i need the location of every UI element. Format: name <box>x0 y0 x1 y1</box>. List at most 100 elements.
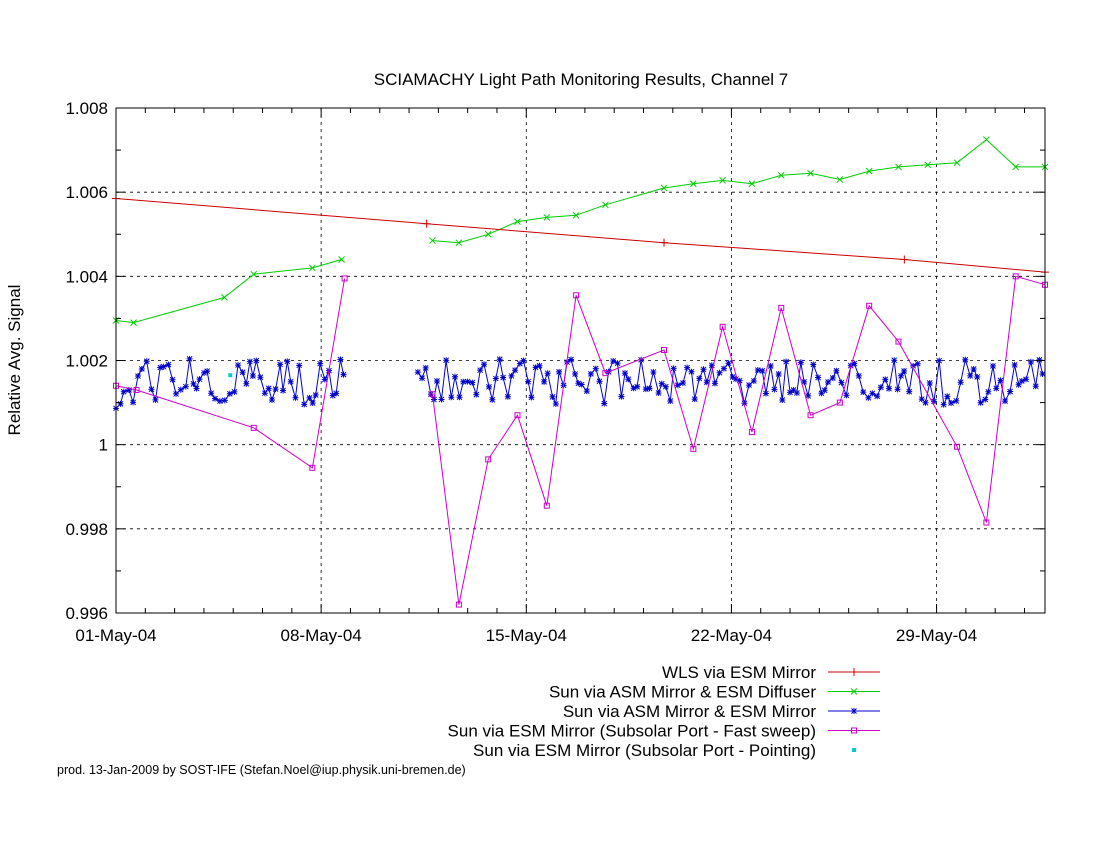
series-layer <box>112 136 1049 608</box>
series-0-point <box>422 219 431 228</box>
series-1-point <box>1012 163 1020 171</box>
series-2-point <box>485 383 492 390</box>
series-2-point <box>578 381 585 388</box>
series-2-point <box>771 386 778 393</box>
series-3-point <box>573 292 580 299</box>
series-2-point <box>797 359 804 366</box>
series-2-point <box>860 389 867 396</box>
series-2-point <box>464 378 471 385</box>
series-2-point <box>239 369 246 376</box>
series-2-point <box>287 378 294 385</box>
series-2-point <box>261 390 268 397</box>
series-3-point <box>690 445 697 452</box>
series-2-point <box>321 376 328 383</box>
series-1-point <box>572 211 580 219</box>
series-3-point <box>807 412 814 419</box>
legend-label: Sun via ASM Mirror & ESM Diffuser <box>549 683 816 702</box>
series-2-point <box>169 376 176 383</box>
series-2-point <box>894 386 901 393</box>
series-2-point <box>272 386 279 393</box>
series-2-point <box>333 390 340 397</box>
series-2-point <box>451 373 458 380</box>
series-2-point <box>419 375 426 382</box>
series-2-point <box>268 396 275 403</box>
legend-0-point <box>850 668 858 676</box>
series-2-point <box>592 365 599 372</box>
series-1-point <box>338 256 346 263</box>
series-2-point <box>301 401 308 408</box>
series-2-point <box>196 376 203 383</box>
series-2-point <box>767 362 774 369</box>
series-2-point <box>974 374 981 381</box>
legend-label: Sun via ESM Mirror (Subsolar Port - Fast… <box>448 722 816 741</box>
series-3-point <box>778 304 785 311</box>
series-1-point <box>250 270 258 278</box>
series-2-point <box>801 378 808 385</box>
series-2-point <box>596 378 603 385</box>
series-4 <box>228 373 233 378</box>
series-2-point <box>541 378 548 385</box>
series-2-point <box>317 360 324 367</box>
series-2-point <box>575 380 582 387</box>
series-3-point <box>455 601 462 608</box>
series-2-point <box>711 380 718 387</box>
series-2-point <box>898 372 905 379</box>
series-2-point <box>855 372 862 379</box>
series-2-point <box>157 364 164 371</box>
series-1-point <box>719 177 726 184</box>
series-2-point <box>201 369 208 376</box>
series-2-point <box>508 372 515 379</box>
series-2-point <box>549 393 556 400</box>
series-2-point <box>448 394 455 401</box>
series-3-point <box>983 519 990 526</box>
series-2-point <box>182 383 189 390</box>
series-2-point <box>117 400 124 407</box>
series-2-point <box>1027 358 1034 365</box>
series-2-point <box>528 394 535 401</box>
series-2-point <box>253 357 260 364</box>
series-3-point <box>719 323 726 330</box>
series-2-point <box>725 360 732 367</box>
series-1-point <box>748 180 756 188</box>
series-2-point <box>414 369 421 376</box>
series-2-point <box>977 399 984 406</box>
series-2-point <box>312 391 319 398</box>
series-2-point <box>1039 370 1046 377</box>
series-2-point <box>1032 383 1039 390</box>
series-2-point <box>280 387 287 394</box>
series-2-point <box>235 362 242 369</box>
series-2-point <box>1011 361 1018 368</box>
series-2-point <box>587 370 594 377</box>
y-axis-label: Relative Avg. Signal <box>5 285 24 436</box>
series-2-point <box>638 356 645 363</box>
series-2-point <box>614 360 621 367</box>
series-0 <box>112 194 1049 277</box>
series-2-point <box>257 374 264 381</box>
ticks: 0.996 0.998 1 1.002 1.004 1.006 1.008 01-May-04… <box>65 99 1045 645</box>
series-2-point <box>874 393 881 400</box>
series-2-point <box>306 394 313 401</box>
series-2-point <box>926 380 933 387</box>
series-2-point <box>674 382 681 389</box>
series-3-point <box>836 399 843 406</box>
series-2-point <box>931 398 938 405</box>
series-2-point <box>696 375 703 382</box>
series-2-point <box>982 396 989 403</box>
series-2-point <box>152 396 159 403</box>
series-1-point <box>455 239 463 247</box>
series-2-point <box>601 400 608 407</box>
series-2-point <box>885 385 892 392</box>
series-2-point <box>204 368 211 375</box>
series-2-point <box>754 367 761 374</box>
series-2-point <box>525 378 532 385</box>
series-2-point <box>512 367 519 374</box>
series-2-point <box>1018 378 1025 385</box>
series-2-point <box>177 386 184 393</box>
series-3 <box>113 273 1048 608</box>
legend-label: WLS via ESM Mirror <box>662 663 816 682</box>
series-1-point <box>953 159 961 167</box>
y-tick-label: 1 <box>99 436 108 455</box>
legend-label: Sun via ESM Mirror (Subsolar Port - Poin… <box>473 741 816 760</box>
series-2-point <box>265 385 272 392</box>
series-2-point <box>329 392 336 399</box>
